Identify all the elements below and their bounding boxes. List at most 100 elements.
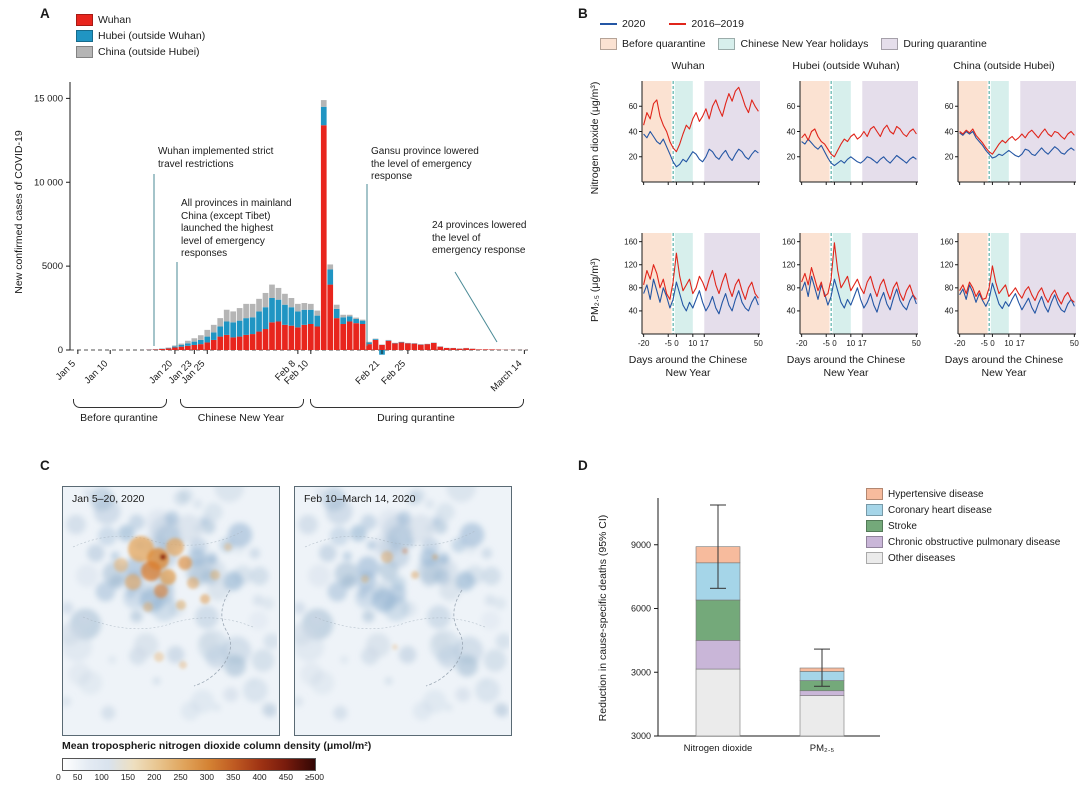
svg-text:Nitrogen dioxide: Nitrogen dioxide <box>684 743 753 754</box>
column-title-hubei: Hubei (outside Wuhan) <box>792 60 900 72</box>
svg-text:40: 40 <box>945 307 954 316</box>
period-brace-before-quarantine <box>73 399 167 408</box>
svg-text:10 000: 10 000 <box>34 177 63 188</box>
legend-label: Chinese New Year holidays <box>740 38 869 50</box>
legend-label: Hubei (outside Wuhan) <box>98 30 206 42</box>
column-title-china: China (outside Hubei) <box>953 60 1055 72</box>
colorbar-tick-label: 200 <box>147 772 162 782</box>
svg-text:20: 20 <box>629 153 638 162</box>
pm25-wuhan-chart: 40 80 120 160 -20 -5 0 10 17 50 <box>624 233 763 348</box>
colorbar-tick-label: 0 <box>56 772 61 782</box>
legend-label: China (outside Hubei) <box>98 46 200 58</box>
svg-text:40: 40 <box>629 127 638 136</box>
legend-item: 2020 <box>600 18 645 30</box>
legend-color-swatch <box>866 504 883 516</box>
period-label-chinese-new-year: Chinese New Year <box>197 412 285 424</box>
annotation-gansu: Gansu province lowered the level of emer… <box>371 146 479 183</box>
svg-text:March 14: March 14 <box>489 358 525 394</box>
svg-text:Jan 5: Jan 5 <box>54 358 78 382</box>
legend-color-swatch <box>76 30 93 42</box>
panel-d-label: D <box>578 458 588 473</box>
legend-color-swatch <box>866 520 883 532</box>
legend-item: Stroke <box>866 520 1060 532</box>
svg-text:0: 0 <box>674 339 679 348</box>
svg-text:Feb 21: Feb 21 <box>353 358 382 387</box>
colorbar-tick-labels: 0 50 100 150 200 250 300 350 400 450 ≥500 <box>56 772 324 782</box>
svg-text:80: 80 <box>629 284 638 293</box>
legend-color-swatch <box>718 38 736 50</box>
colorbar-tick-label: 450 <box>278 772 293 782</box>
colorbar-tick-label: 350 <box>226 772 241 782</box>
x-axis-label-wuhan: Days around the Chinese New Year <box>628 354 748 380</box>
svg-text:15 000: 15 000 <box>34 93 63 104</box>
svg-text:20: 20 <box>945 153 954 162</box>
svg-text:60: 60 <box>787 102 796 111</box>
colorbar-tick-label: 300 <box>199 772 214 782</box>
legend-label: Coronary heart disease <box>888 504 992 516</box>
panel-b-series-legend: 2020 2016–2019 <box>600 18 744 30</box>
map-january-date-label: Jan 5–20, 2020 <box>72 493 145 505</box>
svg-text:50: 50 <box>1070 339 1079 348</box>
svg-text:PM₂.₅: PM₂.₅ <box>810 743 835 754</box>
legend-item: Hypertensive disease <box>866 488 1060 500</box>
svg-text:120: 120 <box>782 261 796 270</box>
colorbar-tick-label: 250 <box>173 772 188 782</box>
period-label-during-quarantine: During qurantine <box>377 412 455 424</box>
svg-text:60: 60 <box>629 102 638 111</box>
svg-text:160: 160 <box>782 237 796 246</box>
panel-a-legend: Wuhan Hubei (outside Wuhan) China (outside… <box>76 14 205 58</box>
legend-line-swatch <box>600 23 617 25</box>
legend-label: 2016–2019 <box>691 18 744 30</box>
svg-text:Jan 10: Jan 10 <box>82 358 110 386</box>
panel-d-legend: Hypertensive disease Coronary heart disea… <box>866 488 1060 564</box>
svg-text:120: 120 <box>940 261 954 270</box>
legend-item: Coronary heart disease <box>866 504 1060 516</box>
map-february-date-label: Feb 10–March 14, 2020 <box>304 493 416 505</box>
legend-item: 2016–2019 <box>669 18 744 30</box>
svg-text:3000: 3000 <box>631 731 651 741</box>
annotation-24-provinces: 24 provinces lowered the level of emerge… <box>432 220 527 257</box>
svg-text:60: 60 <box>945 102 954 111</box>
svg-text:0: 0 <box>990 339 995 348</box>
svg-text:40: 40 <box>629 307 638 316</box>
map-january-image <box>63 487 277 733</box>
x-axis-label-china: Days around the Chinese New Year <box>944 354 1064 380</box>
svg-text:-20: -20 <box>638 339 650 348</box>
legend-color-swatch <box>866 488 883 500</box>
legend-label: Chronic obstructive pulmonary disease <box>888 536 1061 548</box>
svg-text:6000: 6000 <box>631 604 651 614</box>
x-axis-label-hubei: Days around the Chinese New Year <box>786 354 906 380</box>
legend-item: Wuhan <box>76 14 205 26</box>
svg-text:160: 160 <box>624 237 638 246</box>
svg-text:40: 40 <box>945 127 954 136</box>
column-title-wuhan: Wuhan <box>671 60 705 72</box>
colorbar-tick-label: 50 <box>72 772 83 782</box>
svg-text:50: 50 <box>912 339 921 348</box>
svg-text:17: 17 <box>1016 339 1025 348</box>
legend-label: Stroke <box>888 520 917 532</box>
no2-china-chart: 20 40 60 <box>945 81 1076 185</box>
svg-text:20: 20 <box>787 153 796 162</box>
svg-text:9000: 9000 <box>631 540 651 550</box>
map-february: Feb 10–March 14, 2020 <box>294 486 512 736</box>
no2-wuhan-chart: 20 40 60 <box>629 81 760 185</box>
svg-text:-5: -5 <box>981 339 989 348</box>
legend-item: Other diseases <box>866 552 1060 564</box>
map-january: Jan 5–20, 2020 <box>62 486 280 736</box>
svg-text:80: 80 <box>787 284 796 293</box>
svg-text:10: 10 <box>688 339 697 348</box>
legend-item: During quarantine <box>881 38 987 50</box>
legend-item: China (outside Hubei) <box>76 46 205 58</box>
svg-text:120: 120 <box>624 261 638 270</box>
no2-row-y-axis-label: Nitrogen dioxide (μg/m³) <box>589 81 601 195</box>
svg-text:0: 0 <box>58 345 63 356</box>
map-february-image <box>295 487 509 733</box>
legend-label: Other diseases <box>888 552 956 564</box>
colorbar-tick-label: 150 <box>120 772 135 782</box>
colorbar-tick-label: ≥500 <box>305 772 324 782</box>
period-label-before-quarantine: Before qurantine <box>80 412 158 424</box>
colorbar-tick-label: 100 <box>94 772 109 782</box>
svg-text:50: 50 <box>754 339 763 348</box>
